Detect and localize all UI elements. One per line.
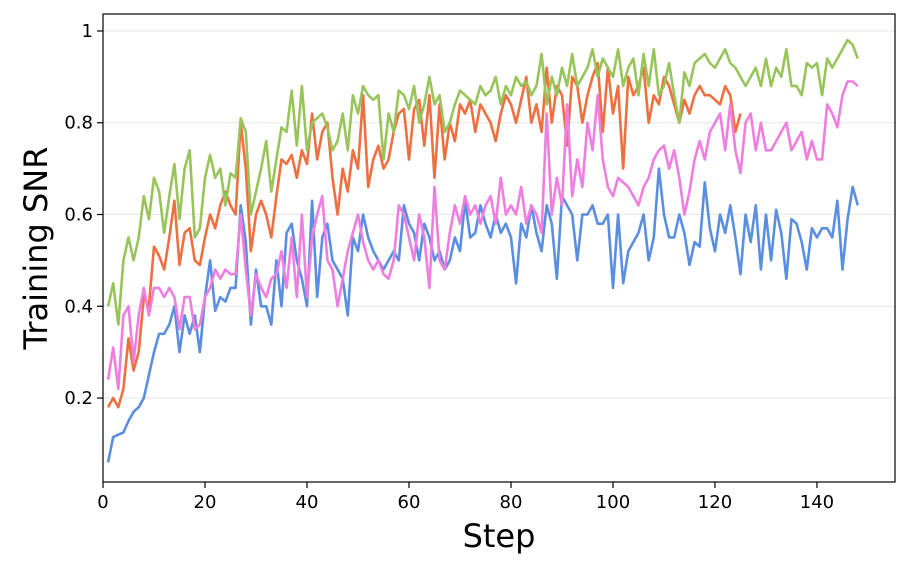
y-tick-label: 1 <box>82 21 93 42</box>
x-axis-label: Step <box>463 517 536 555</box>
y-axis-label: Training SNR <box>17 147 55 351</box>
y-tick-label: 0.4 <box>64 296 93 317</box>
x-tick-label: 140 <box>800 492 834 513</box>
x-tick-label: 120 <box>698 492 732 513</box>
series-line <box>106 61 742 409</box>
x-tick-label: 20 <box>194 492 217 513</box>
y-tick-label: 0.2 <box>64 388 93 409</box>
series-line <box>106 80 859 391</box>
x-tick-label: 0 <box>97 492 108 513</box>
plot-frame <box>102 13 896 483</box>
x-tick-label: 100 <box>596 492 630 513</box>
x-tick-label: 60 <box>398 492 421 513</box>
y-tick-label: 0.8 <box>64 113 93 134</box>
series-line <box>106 38 859 326</box>
y-tick-label: 0.6 <box>64 205 93 226</box>
x-tick-label: 40 <box>296 492 319 513</box>
x-tick-label: 80 <box>500 492 523 513</box>
